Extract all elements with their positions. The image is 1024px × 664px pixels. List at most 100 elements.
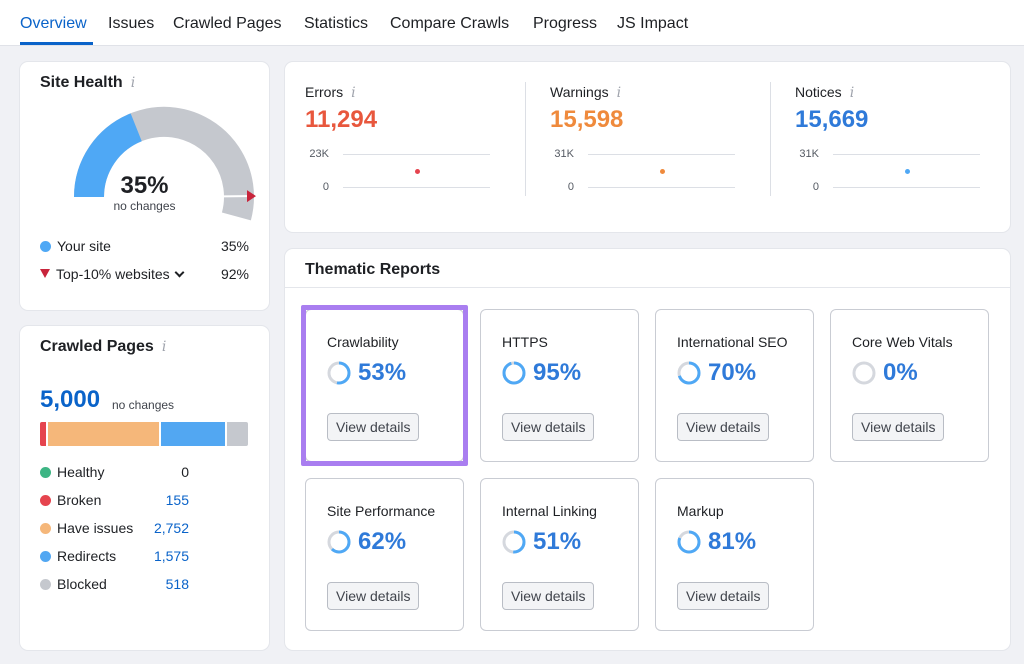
report-tile-crawlability[interactable]: Crawlability 53% View details [305, 309, 464, 462]
notices-gridline-top [833, 154, 980, 155]
top10-marker-icon [246, 190, 256, 203]
broken-dot-icon [40, 495, 51, 506]
top10-value: 92% [220, 266, 249, 282]
report-tile-site-performance[interactable]: Site Performance 62% View details [305, 478, 464, 631]
report-tile-core-web-vitals[interactable]: Core Web Vitals 0% View details [830, 309, 989, 462]
warnings-count[interactable]: 15,598 [550, 106, 624, 133]
warnings-widget: Warnings i 15,598 31K 0 [530, 62, 770, 232]
crawled-pages-total[interactable]: 5,000 [40, 386, 101, 413]
notices-gridline-bottom [833, 187, 980, 188]
broken-count-link[interactable]: 155 [165, 492, 189, 508]
errors-count[interactable]: 11,294 [305, 106, 378, 133]
tab-bar: Overview Issues Crawled Pages Statistics… [0, 0, 1024, 46]
tab-compare-crawls[interactable]: Compare Crawls [390, 15, 510, 32]
view-details-button[interactable]: View details [502, 582, 595, 610]
errors-gridline-top [343, 154, 490, 155]
view-details-button[interactable]: View details [677, 413, 770, 441]
notices-axis-max: 31K [799, 148, 819, 160]
bar-segment-redirects[interactable] [161, 422, 226, 446]
warnings-axis-max: 31K [554, 148, 574, 160]
report-score: 95% [533, 359, 582, 386]
bar-segment-have-issues[interactable] [48, 422, 160, 446]
report-name: Markup [677, 503, 724, 519]
report-name: Core Web Vitals [852, 334, 953, 350]
info-icon[interactable]: i [351, 85, 356, 101]
have-issues-count-link[interactable]: 2,752 [153, 520, 189, 536]
report-tile-markup[interactable]: Markup 81% View details [655, 478, 814, 631]
report-score: 62% [358, 528, 407, 555]
tab-crawled-pages[interactable]: Crawled Pages [173, 15, 282, 32]
legend-have-issues: Have issues [40, 520, 133, 536]
warnings-axis-min: 0 [567, 181, 574, 193]
tab-js-impact[interactable]: JS Impact [617, 15, 689, 32]
errors-widget: Errors i 11,294 23K 0 [285, 62, 525, 232]
report-tile-international-seo[interactable]: International SEO 70% View details [655, 309, 814, 462]
report-score: 81% [708, 528, 757, 555]
tab-progress[interactable]: Progress [533, 15, 598, 32]
top10-triangle-icon [40, 269, 50, 278]
view-details-button[interactable]: View details [852, 413, 945, 441]
view-details-button[interactable]: View details [677, 582, 770, 610]
site-health-title: Site Health i [40, 74, 136, 91]
errors-trend-point [415, 169, 420, 174]
report-name: Crawlability [327, 334, 399, 350]
legend-broken: Broken [40, 492, 101, 508]
report-name: International SEO [677, 334, 788, 350]
healthy-count: 0 [181, 464, 189, 480]
warnings-gridline-top [588, 154, 735, 155]
redirects-count-link[interactable]: 1,575 [153, 548, 189, 564]
warnings-gridline-bottom [588, 187, 735, 188]
report-tile-https[interactable]: HTTPS 95% View details [480, 309, 639, 462]
legend-redirects: Redirects [40, 548, 116, 564]
report-score: 0% [883, 359, 918, 386]
crawled-pages-card: Crawled Pages i 5,000 no changes Healthy … [20, 326, 269, 650]
progress-ring-icon [852, 361, 876, 385]
site-health-card: Site Health i 35% no changes Your site 35… [20, 62, 269, 310]
tab-overview[interactable]: Overview [20, 15, 87, 32]
view-details-button[interactable]: View details [502, 413, 595, 441]
notices-trend-point [905, 169, 910, 174]
thematic-reports-title: Thematic Reports [305, 261, 441, 278]
errors-axis-min: 0 [322, 181, 329, 193]
crawled-pages-change: no changes [112, 398, 175, 412]
info-icon[interactable]: i [616, 85, 622, 101]
info-icon[interactable]: i [849, 85, 855, 101]
errors-axis-max: 23K [309, 148, 329, 160]
info-icon[interactable]: i [161, 339, 167, 355]
view-details-button[interactable]: View details [327, 582, 420, 610]
progress-ring-icon [677, 530, 701, 554]
report-score: 53% [358, 359, 407, 386]
site-health-change: no changes [113, 199, 176, 213]
tab-statistics[interactable]: Statistics [304, 15, 369, 32]
progress-ring-icon [502, 361, 526, 385]
progress-ring-icon [677, 361, 701, 385]
site-health-score: 35% [120, 172, 169, 199]
healthy-dot-icon [40, 467, 51, 478]
thematic-header-divider [285, 287, 1010, 288]
gauge-site-arc [74, 113, 143, 198]
report-score: 70% [708, 359, 757, 386]
notices-count[interactable]: 15,669 [795, 106, 869, 133]
your-site-dot-icon [40, 241, 51, 252]
crawled-pages-title: Crawled Pages i [40, 338, 167, 355]
info-icon[interactable]: i [130, 75, 136, 91]
view-details-button[interactable]: View details [327, 413, 420, 441]
legend-top10-dropdown[interactable]: Top-10% websites [40, 266, 185, 282]
report-name: HTTPS [502, 334, 548, 350]
notices-widget: Notices i 15,669 31K 0 [775, 62, 1010, 232]
notices-axis-min: 0 [812, 181, 819, 193]
stat-divider [525, 82, 526, 196]
warnings-trend-point [660, 169, 665, 174]
chevron-down-icon [174, 267, 185, 278]
report-tile-internal-linking[interactable]: Internal Linking 51% View details [480, 478, 639, 631]
bar-segment-blocked[interactable] [227, 422, 248, 446]
legend-healthy: Healthy [40, 464, 104, 480]
report-name: Site Performance [327, 503, 436, 519]
blocked-count-link[interactable]: 518 [165, 576, 189, 592]
progress-ring-icon [327, 530, 351, 554]
tab-issues[interactable]: Issues [108, 15, 155, 32]
have-issues-dot-icon [40, 523, 51, 534]
bar-segment-broken[interactable] [40, 422, 47, 446]
site-health-gauge [73, 106, 256, 221]
stat-divider [770, 82, 771, 196]
